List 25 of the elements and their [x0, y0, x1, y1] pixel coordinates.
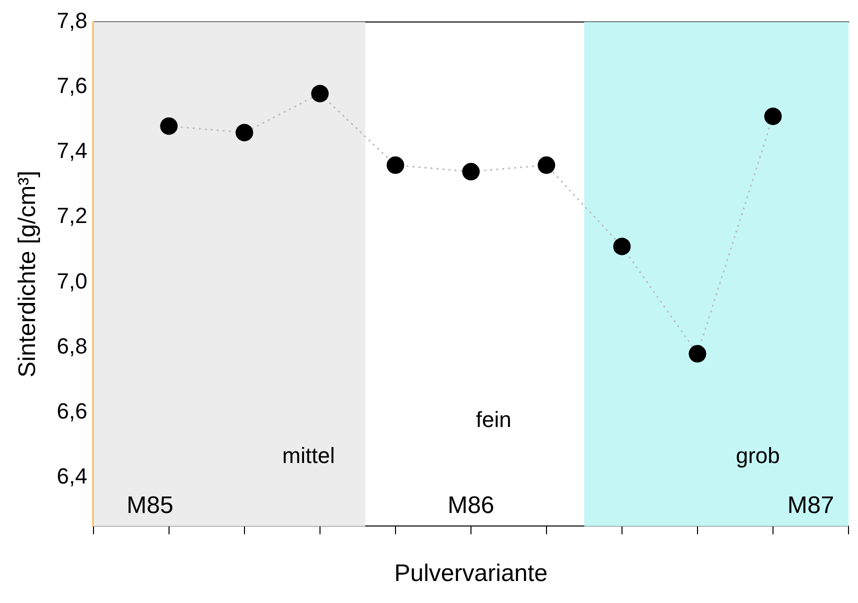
- point: [160, 117, 178, 135]
- y-tick-label: 7,2: [56, 203, 88, 228]
- point: [764, 108, 782, 126]
- y-tick-label: 7,8: [56, 8, 88, 34]
- y-tick-label: 6,8: [56, 333, 88, 358]
- y-tick-label: 6,6: [56, 398, 88, 424]
- point: [538, 156, 556, 174]
- point: [462, 162, 480, 180]
- point: [236, 124, 254, 142]
- point: [688, 345, 706, 363]
- point: [613, 238, 631, 256]
- annotation: M86: [448, 492, 494, 520]
- y-tick-label: 6,4: [56, 463, 88, 488]
- point: [311, 84, 329, 102]
- annotation: grob: [736, 442, 780, 469]
- y-axis-title: Sinterdichte [g/cm³]: [14, 170, 42, 378]
- x-axis-title: Pulvervariante: [394, 560, 548, 588]
- y-tick-label: 7,6: [56, 73, 88, 98]
- annotation: M85: [126, 492, 174, 520]
- annotation: mittel: [282, 442, 335, 469]
- annotation: M87: [787, 492, 834, 520]
- y-tick-label: 7,4: [56, 138, 88, 164]
- annotation: fein: [476, 407, 512, 434]
- y-tick-label: 7,0: [56, 268, 88, 294]
- point: [386, 156, 404, 174]
